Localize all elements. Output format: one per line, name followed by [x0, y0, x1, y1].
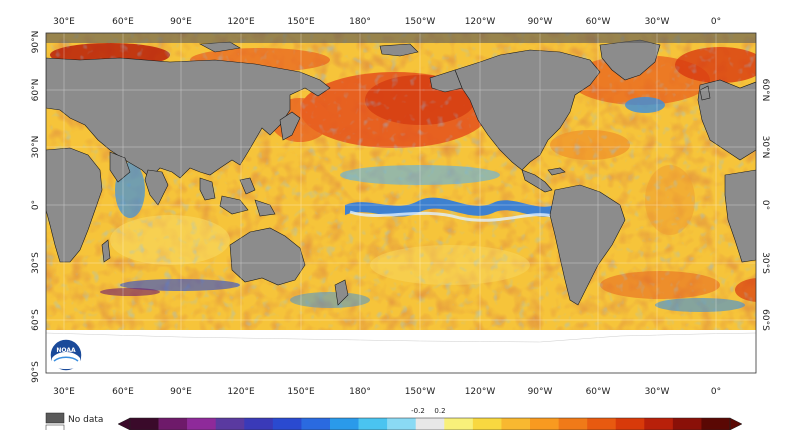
- lon-tick: 120°W: [465, 387, 496, 397]
- lon-tick: 0°: [711, 387, 721, 397]
- lat-tick: 0°: [31, 200, 41, 210]
- lat-tick: 60°S: [760, 309, 770, 331]
- lon-tick: 120°E: [227, 17, 255, 27]
- color-scale-bar: [117, 417, 743, 430]
- lon-tick: 30°E: [53, 17, 75, 27]
- lon-tick: 0°: [711, 17, 721, 27]
- colorbar-swatch: [301, 418, 331, 430]
- colorbar-swatch: [244, 418, 274, 430]
- lat-tick: 30°S: [760, 252, 770, 274]
- lat-tick: 60°N: [31, 79, 41, 102]
- lat-tick: 90°S: [31, 361, 41, 383]
- south-america-landmass: [549, 184, 626, 306]
- colorbar-swatch: [187, 418, 217, 430]
- colorbar-center-label: -0.2: [411, 407, 425, 415]
- north-america-landmass: [454, 49, 601, 171]
- bottom-lon-ticks: 30°E 60°E 90°E 120°E 150°E 180° 150°W 12…: [53, 387, 721, 397]
- colorbar-swatch: [472, 418, 502, 430]
- colorbar-swatch: [530, 418, 559, 430]
- lon-tick: 120°W: [465, 17, 496, 27]
- legend: No data -0.2 0.2: [45, 407, 743, 430]
- lon-tick: 150°W: [405, 17, 436, 27]
- lon-tick: 150°E: [287, 17, 315, 27]
- lon-tick: 30°W: [645, 387, 670, 397]
- lon-tick: 60°E: [112, 387, 134, 397]
- lon-tick: 60°W: [586, 17, 611, 27]
- colorbar-swatch: [130, 418, 159, 430]
- lat-tick: 60°S: [31, 309, 41, 331]
- colorbar-swatch: [701, 418, 731, 430]
- no-data-label: No data: [68, 415, 103, 425]
- colorbar-swatch: [387, 418, 417, 430]
- lat-tick: 30°S: [31, 252, 41, 274]
- europe-landmass: [697, 79, 756, 161]
- colorbar-swatch: [587, 418, 617, 430]
- lat-tick: 0°: [760, 200, 770, 210]
- lat-tick: 30°N: [760, 136, 770, 159]
- lat-tick: 60°N: [760, 79, 770, 102]
- noaa-logo-icon: NOAA: [49, 338, 83, 372]
- colorbar-swatch: [501, 418, 531, 430]
- no-data-swatch: [45, 412, 65, 424]
- top-lon-ticks: 30°E 60°E 90°E 120°E 150°E 180° 150°W 12…: [53, 17, 721, 27]
- colorbar-swatch: [358, 418, 388, 430]
- graticule: [46, 33, 756, 373]
- lon-tick: 150°E: [287, 387, 315, 397]
- colorbar-swatch: [444, 418, 474, 430]
- logo-text: NOAA: [56, 347, 76, 354]
- lon-tick: 30°W: [645, 17, 670, 27]
- lon-tick: 90°W: [528, 17, 553, 27]
- colorbar-swatch: [644, 418, 674, 430]
- lon-tick: 60°E: [112, 17, 134, 27]
- colorbar-min-arrow: [117, 417, 131, 430]
- lon-tick: 120°E: [227, 387, 255, 397]
- colorbar-swatch: [672, 418, 702, 430]
- colorbar-swatch: [558, 418, 588, 430]
- colorbar-swatch: [272, 418, 302, 430]
- lon-tick: 180°: [349, 17, 371, 27]
- colorbar-swatch: [415, 418, 445, 430]
- colorbar-center-label: 0.2: [434, 407, 445, 415]
- lon-tick: 90°E: [170, 17, 192, 27]
- lon-tick: 150°W: [405, 387, 436, 397]
- colorbar-swatch: [215, 418, 245, 430]
- colorbar-swatch: [615, 418, 645, 430]
- lat-tick: 30°N: [31, 136, 41, 159]
- australia-landmass: [229, 227, 306, 286]
- lon-tick: 90°E: [170, 387, 192, 397]
- lat-tick: 90°N: [31, 31, 41, 54]
- lon-tick: 90°W: [528, 387, 553, 397]
- colorbar-swatch: [330, 418, 359, 430]
- colorbar-max-arrow: [729, 417, 743, 430]
- colorbar-swatch: [158, 418, 188, 430]
- lon-tick: 60°W: [586, 387, 611, 397]
- lon-tick: 30°E: [53, 387, 75, 397]
- lon-tick: 180°: [349, 387, 371, 397]
- land-masses: [46, 39, 756, 306]
- right-lat-ticks: 60°N 30°N 0° 30°S 60°S: [760, 79, 770, 331]
- left-lat-ticks: 90°N 60°N 30°N 0° 30°S 60°S 90°S: [31, 31, 41, 383]
- colorbar-frame: [129, 417, 731, 430]
- ice-swatch: [45, 424, 65, 430]
- eurasia-landmass: [46, 57, 331, 179]
- no-data-region: [46, 33, 756, 43]
- antarctic-ice: [46, 330, 756, 373]
- map-frame: [45, 32, 757, 374]
